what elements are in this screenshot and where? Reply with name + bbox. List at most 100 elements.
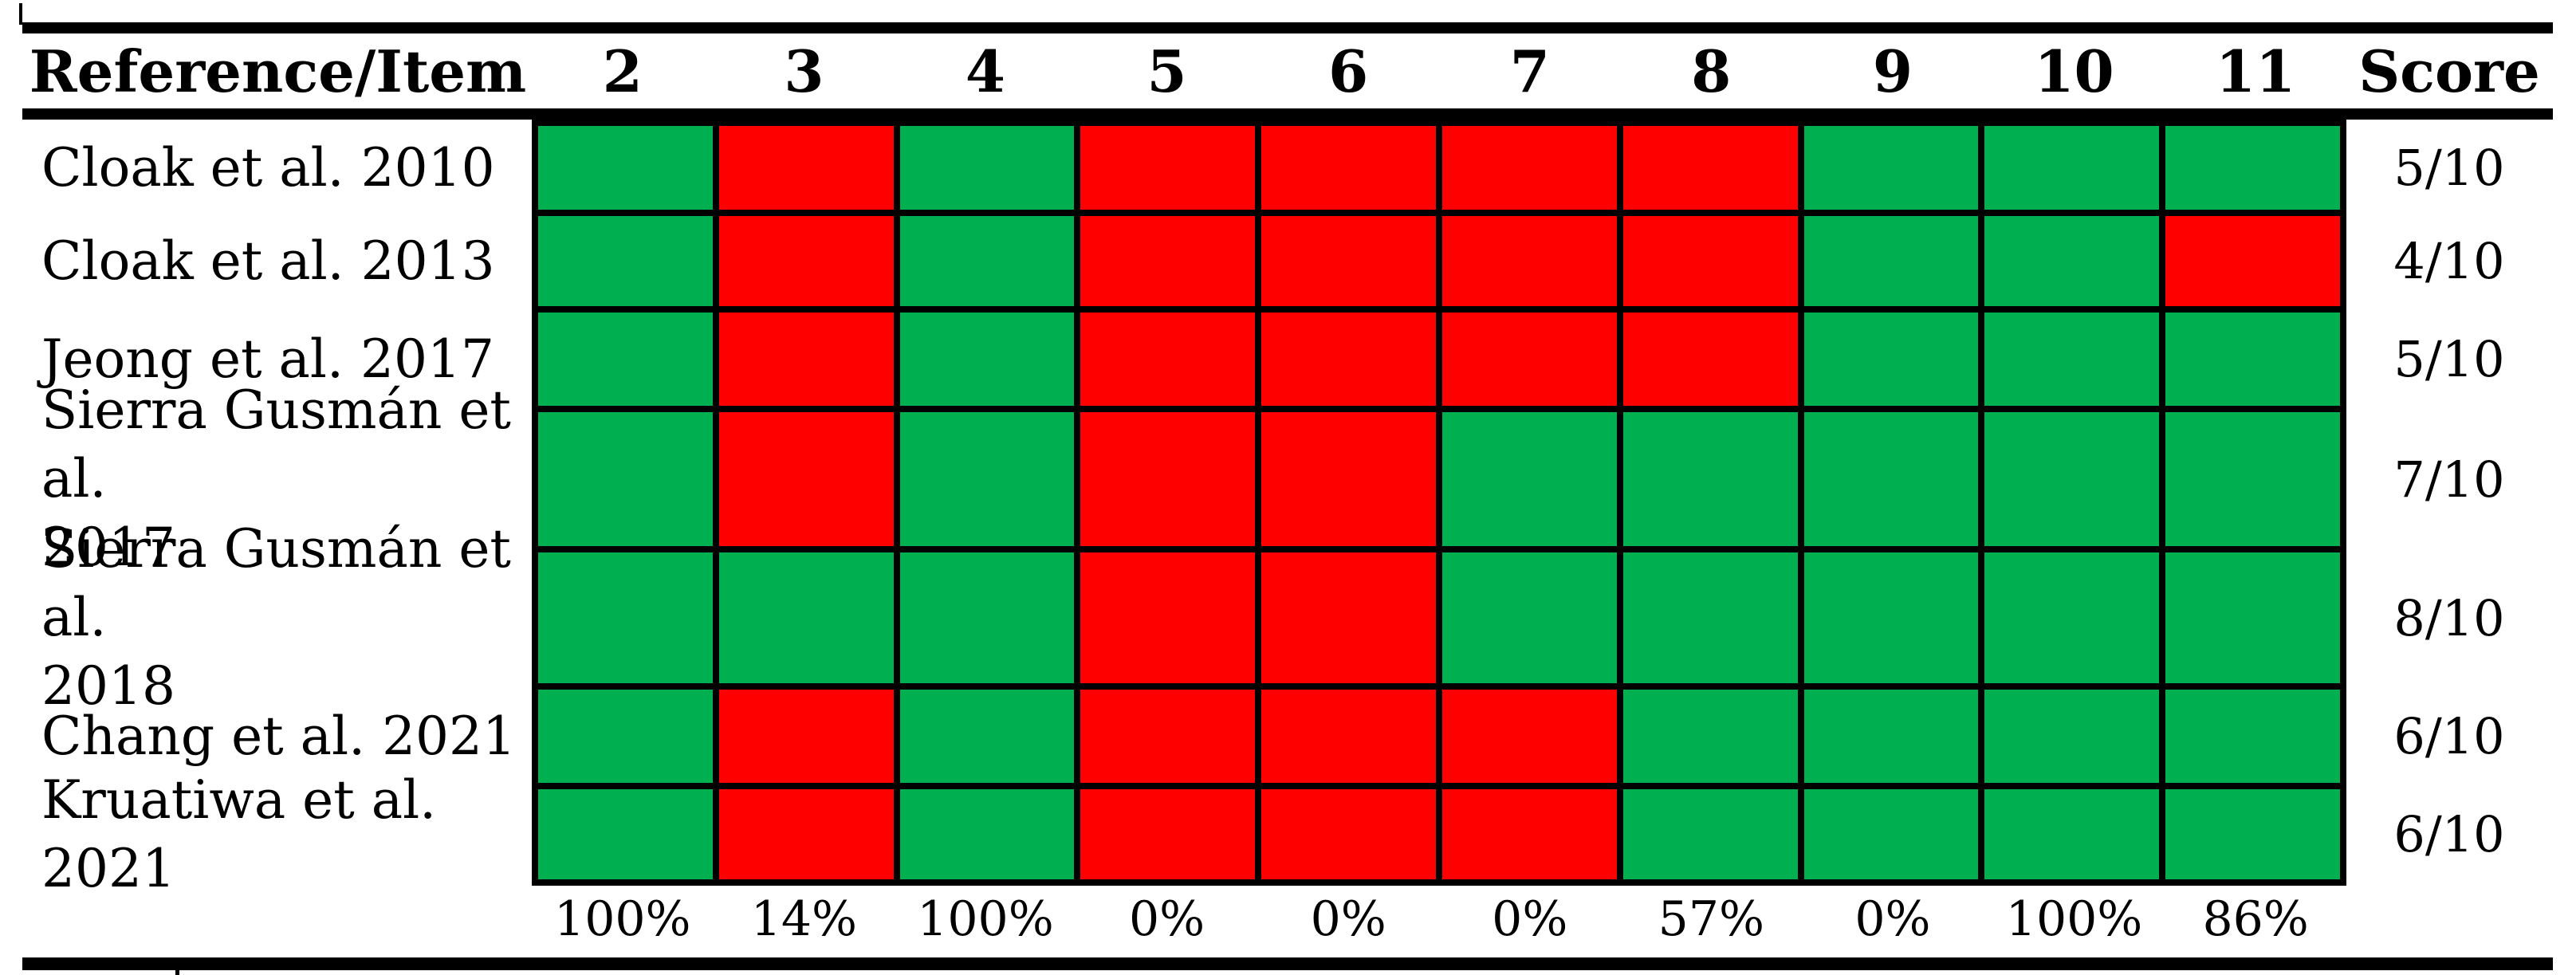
column-percentage: 0% — [1076, 886, 1258, 953]
grid-cell-row7-item6 — [1261, 789, 1436, 879]
column-percentage: 14% — [714, 886, 895, 953]
assessment-grid — [532, 120, 2346, 886]
score-value: 8/10 — [2346, 552, 2552, 683]
grid-cell-row3-item6 — [1261, 313, 1436, 406]
grid-cell-row5-item11 — [2165, 552, 2340, 683]
grid-cell-row2-item3 — [719, 216, 894, 306]
grid-cell-row2-item8 — [1623, 216, 1798, 306]
grid-cell-row7-item3 — [719, 789, 894, 879]
grid-cell-row3-item4 — [900, 313, 1075, 406]
grid-cell-row6-item11 — [2165, 690, 2340, 783]
bottom-rule — [22, 957, 2553, 970]
grid-cell-row1-item4 — [900, 126, 1075, 210]
percentage-row: 100%14%100%0%0%0%57%0%100%86% — [532, 886, 2346, 953]
top-rule — [22, 22, 2553, 33]
grid-cell-row5-item7 — [1442, 552, 1617, 683]
grid-cell-row2-item11 — [2165, 216, 2340, 306]
grid-cell-row3-item9 — [1804, 313, 1979, 406]
row-label: Cloak et al. 2013 — [41, 216, 525, 306]
grid-cell-row6-item10 — [1984, 690, 2159, 783]
grid-cell-row4-item8 — [1623, 412, 1798, 546]
column-percentage: 100% — [895, 886, 1076, 953]
grid-cell-row2-item2 — [538, 216, 713, 306]
grid-cell-row4-item10 — [1984, 412, 2159, 546]
column-percentage: 0% — [1802, 886, 1984, 953]
grid-cell-row1-item7 — [1442, 126, 1617, 210]
score-value: 6/10 — [2346, 690, 2552, 783]
grid-cell-row5-item10 — [1984, 552, 2159, 683]
column-percentage: 86% — [2165, 886, 2346, 953]
column-percentage: 0% — [1439, 886, 1621, 953]
grid-cell-row2-item6 — [1261, 216, 1436, 306]
grid-cell-row6-item4 — [900, 690, 1075, 783]
grid-cell-row3-item8 — [1623, 313, 1798, 406]
grid-cell-row1-item5 — [1080, 126, 1255, 210]
grid-cell-row2-item4 — [900, 216, 1075, 306]
grid-cell-row6-item7 — [1442, 690, 1617, 783]
column-header-6: 6 — [1257, 33, 1439, 108]
grid-cell-row7-item10 — [1984, 789, 2159, 879]
grid-cell-row6-item3 — [719, 690, 894, 783]
column-header-5: 5 — [1076, 33, 1258, 108]
grid-cell-row7-item2 — [538, 789, 713, 879]
grid-cell-row4-item3 — [719, 412, 894, 546]
column-header-10: 10 — [1984, 33, 2165, 108]
grid-cell-row7-item5 — [1080, 789, 1255, 879]
grid-cell-row3-item10 — [1984, 313, 2159, 406]
item-column-headers: 234567891011 — [532, 33, 2346, 108]
header-rule — [22, 108, 2553, 120]
grid-cell-row2-item5 — [1080, 216, 1255, 306]
grid-cell-row3-item3 — [719, 313, 894, 406]
column-percentage: 100% — [532, 886, 714, 953]
grid-cell-row2-item7 — [1442, 216, 1617, 306]
grid-cell-row3-item11 — [2165, 313, 2340, 406]
column-percentage: 100% — [1984, 886, 2165, 953]
column-percentage: 57% — [1621, 886, 1803, 953]
column-header-9: 9 — [1802, 33, 1984, 108]
column-header-3: 3 — [714, 33, 895, 108]
grid-cell-row4-item6 — [1261, 412, 1436, 546]
grid-cell-row1-item10 — [1984, 126, 2159, 210]
score-value: 7/10 — [2346, 412, 2552, 546]
row-label: Kruatiwa et al. 2021 — [41, 789, 525, 879]
reference-item-header: Reference/Item — [24, 33, 532, 108]
grid-cell-row7-item8 — [1623, 789, 1798, 879]
grid-cell-row4-item5 — [1080, 412, 1255, 546]
score-header: Score — [2346, 33, 2552, 108]
grid-cell-row7-item4 — [900, 789, 1075, 879]
column-header-8: 8 — [1621, 33, 1803, 108]
grid-cell-row1-item2 — [538, 126, 713, 210]
score-value: 5/10 — [2346, 126, 2552, 210]
score-value: 5/10 — [2346, 313, 2552, 406]
grid-cell-row5-item3 — [719, 552, 894, 683]
grid-cell-row6-item6 — [1261, 690, 1436, 783]
grid-cell-row4-item2 — [538, 412, 713, 546]
grid-cell-row3-item5 — [1080, 313, 1255, 406]
grid-cell-row2-item9 — [1804, 216, 1979, 306]
grid-cell-row4-item7 — [1442, 412, 1617, 546]
row-label: Cloak et al. 2010 — [41, 126, 525, 210]
grid-cell-row5-item8 — [1623, 552, 1798, 683]
grid-cell-row6-item8 — [1623, 690, 1798, 783]
grid-cell-row6-item9 — [1804, 690, 1979, 783]
grid-cell-row1-item3 — [719, 126, 894, 210]
grid-cell-row1-item8 — [1623, 126, 1798, 210]
grid-cell-row6-item2 — [538, 690, 713, 783]
grid-cell-row5-item9 — [1804, 552, 1979, 683]
column-header-2: 2 — [532, 33, 714, 108]
grid-cell-row7-item11 — [2165, 789, 2340, 879]
grid-cell-row5-item2 — [538, 552, 713, 683]
grid-cell-row1-item6 — [1261, 126, 1436, 210]
score-value: 6/10 — [2346, 789, 2552, 879]
grid-cell-row2-item10 — [1984, 216, 2159, 306]
grid-cell-row5-item5 — [1080, 552, 1255, 683]
cursor-artifact-top — [19, 3, 22, 25]
grid-cell-row5-item4 — [900, 552, 1075, 683]
column-header-4: 4 — [895, 33, 1076, 108]
grid-cell-row3-item7 — [1442, 313, 1617, 406]
grid-cell-row4-item4 — [900, 412, 1075, 546]
column-percentage: 0% — [1257, 886, 1439, 953]
score-value: 4/10 — [2346, 216, 2552, 306]
grid-cell-row4-item11 — [2165, 412, 2340, 546]
grid-cell-row5-item6 — [1261, 552, 1436, 683]
